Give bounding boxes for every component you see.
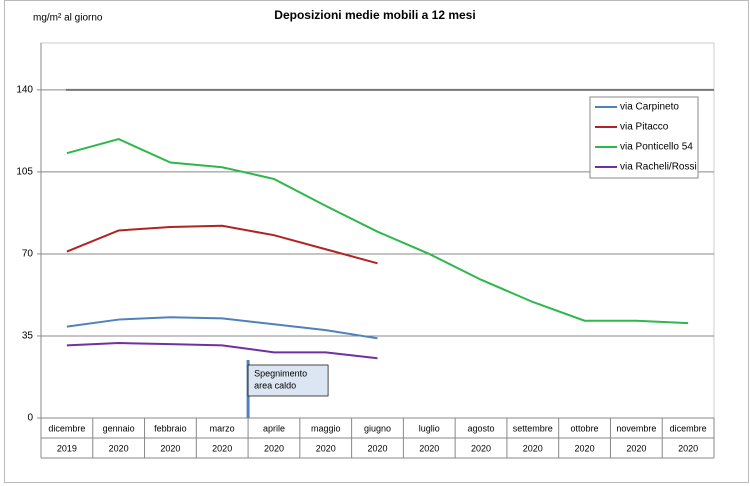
x-tick-label: dicembre [670, 423, 707, 433]
y-tick-label: 0 [27, 413, 33, 424]
x-tick-label: dicembre [48, 423, 85, 433]
x-tick-year: 2020 [419, 443, 439, 453]
legend [589, 96, 699, 179]
x-tick-label: novembre [616, 423, 656, 433]
x-tick-label: giugno [364, 423, 391, 433]
legend-label: via Racheli/Rossi [620, 162, 697, 173]
y-axis-label: mg/m² al giorno [33, 13, 103, 24]
y-tick-label: 70 [22, 249, 34, 260]
annotation-text: Spegnimento [254, 368, 307, 378]
x-tick-year: 2020 [316, 443, 336, 453]
series-line [66, 316, 378, 340]
x-tick-label: settembre [513, 423, 553, 433]
chart-title: Deposizioni medie mobili a 12 mesi [274, 8, 475, 22]
y-tick-label: 35 [22, 331, 34, 342]
x-tick-year: 2020 [626, 443, 646, 453]
series-line [66, 224, 378, 265]
x-tick-label: ottobre [571, 423, 599, 433]
legend-label: via Ponticello 54 [620, 142, 693, 153]
x-tick-year: 2020 [471, 443, 491, 453]
legend-label: via Carpineto [620, 102, 679, 113]
x-tick-label: maggio [311, 423, 341, 433]
x-tick-year: 2020 [367, 443, 387, 453]
series-line [66, 341, 378, 360]
x-tick-label: gennaio [103, 423, 135, 433]
x-tick-year: 2020 [264, 443, 284, 453]
x-tick-year: 2019 [57, 443, 77, 453]
x-tick-label: marzo [210, 423, 235, 433]
x-tick-label: febbraio [154, 423, 187, 433]
legend-label: via Pitacco [620, 122, 669, 133]
x-tick-year: 2020 [575, 443, 595, 453]
annotation-box [247, 364, 329, 397]
y-tick-label: 105 [16, 167, 33, 178]
x-tick-year: 2020 [160, 443, 180, 453]
x-tick-year: 2020 [109, 443, 129, 453]
x-tick-year: 2020 [523, 443, 543, 453]
x-tick-year: 2020 [678, 443, 698, 453]
x-tick-label: aprile [263, 423, 285, 433]
x-tick-label: luglio [419, 423, 440, 433]
annotation-text: area caldo [254, 380, 296, 390]
chart-frame [4, 0, 749, 483]
x-tick-label: agosto [468, 423, 495, 433]
series-line [66, 138, 689, 325]
x-tick-year: 2020 [212, 443, 232, 453]
y-tick-label: 140 [16, 85, 33, 96]
